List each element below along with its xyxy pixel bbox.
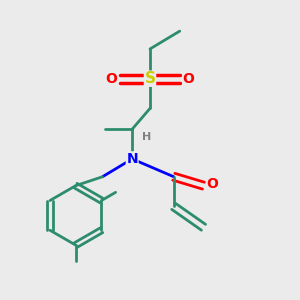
Text: O: O — [105, 72, 117, 86]
Text: H: H — [142, 132, 152, 142]
Text: N: N — [126, 152, 138, 166]
Text: S: S — [145, 71, 155, 86]
Text: O: O — [183, 72, 195, 86]
Text: O: O — [206, 177, 218, 191]
